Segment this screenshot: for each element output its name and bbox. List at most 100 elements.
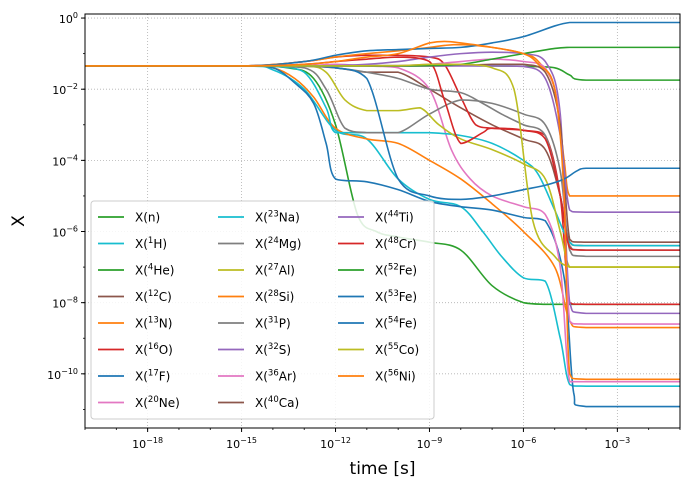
legend-label-superscript: 56 [388,369,399,379]
tick-base: 10 [604,438,618,451]
legend-label-superscript: 12 [148,289,159,299]
series-line-6 [85,65,680,408]
legend-entry: X(28Si) [255,289,294,304]
y-tick-label: 10−4 [52,153,78,168]
tick-base: 10 [132,438,146,451]
legend-label-superscript: 27 [268,263,279,273]
legend-entry: X(48Cr) [375,236,417,251]
legend-entry: X(13N) [135,316,172,331]
legend-label-prefix: X( [375,317,388,331]
legend-box [90,200,435,420]
legend-label-superscript: 4 [148,263,153,273]
legend-label-prefix: X( [255,317,268,331]
legend-label-superscript: 13 [148,316,159,326]
legend-label-suffix: S) [279,343,291,357]
legend-label-prefix: X( [135,290,148,304]
x-tick-label: 10−12 [320,436,351,451]
legend-label-suffix: Ti) [398,211,414,225]
tick-exponent: −9 [431,436,443,445]
legend-label-prefix: X( [255,343,268,357]
legend-entry: X(54Fe) [375,316,417,331]
tick-exponent: −18 [146,436,163,445]
legend-label-prefix: X( [135,237,148,251]
tick-exponent: −2 [66,82,78,91]
tick-base: 10 [320,438,334,451]
legend-label-prefix: X( [255,370,268,384]
y-tick-label: 100 [59,11,78,26]
tick-exponent: −6 [525,436,537,445]
legend-entry: X(27Al) [255,263,295,278]
legend-label-suffix: C) [159,290,172,304]
legend-label-superscript: 31 [268,316,279,326]
legend-label-suffix: Fe) [399,317,417,331]
legend-entry: X(40Ca) [255,395,299,410]
legend-label-superscript: 48 [388,236,399,246]
legend-entry: X(32S) [255,342,291,357]
legend-label-suffix: O) [159,343,173,357]
legend-label-prefix: X( [255,264,268,278]
legend-label-suffix: Ni) [399,370,416,384]
legend-label-prefix: X( [255,290,268,304]
legend-label-superscript: 32 [268,342,279,352]
tick-base: 10 [52,155,66,168]
legend-label-prefix: X( [375,237,388,251]
axis-ticks: 10−18 10−15 10−12 10−9 10−6 10−310010−210−410… [47,11,681,451]
legend-entry: X(55Co) [375,342,419,357]
tick-exponent: −8 [66,296,78,305]
legend-label-suffix: Ca) [279,396,299,410]
legend-label-suffix: Mg) [279,237,302,251]
legend-label-prefix: X( [135,343,148,357]
legend-label-superscript: 44 [388,210,399,220]
legend-label-prefix: X( [375,370,388,384]
legend-label-suffix: F) [159,370,171,384]
series-line-20 [85,21,680,67]
x-tick-label: 10−3 [604,436,630,451]
legend-entry: X(20Ne) [135,395,180,410]
x-tick-label: 10−15 [226,436,257,451]
legend-label-superscript: 23 [268,210,279,220]
legend-label-superscript: 20 [148,395,159,405]
y-tick-label: 10−8 [52,296,78,311]
legend-entry: X(31P) [255,316,291,331]
tick-exponent: −10 [61,367,78,376]
legend-label-suffix: Na) [279,211,300,225]
legend-label-superscript: 1 [148,236,153,246]
legend-label-suffix: Cr) [399,237,417,251]
legend-label-suffix: He) [153,264,174,278]
legend-entry: X(24Mg) [255,236,301,251]
tick-exponent: −4 [66,153,78,162]
legend-label-suffix: Ar) [279,370,297,384]
legend-entry: X(23Na) [255,210,300,225]
series-line-21 [85,63,680,268]
y-tick-label: 10−6 [52,225,78,240]
legend-label-prefix: X( [135,396,148,410]
legend-label-suffix: Al) [279,264,295,278]
tick-base: 10 [52,227,66,240]
legend-label-prefix: X(n) [135,211,160,225]
tick-exponent: −6 [66,225,78,234]
legend-label-superscript: 40 [268,395,279,405]
tick-base: 10 [511,438,525,451]
legend-label-superscript: 28 [268,289,279,299]
tick-base: 10 [417,438,431,451]
legend-label-suffix: Fe) [399,264,417,278]
legend-label-superscript: 16 [148,342,159,352]
tick-exponent: −3 [618,436,630,445]
tick-exponent: 0 [73,11,78,20]
legend-label-suffix: N) [159,317,173,331]
legend-entry: X(n) [135,211,160,225]
legend-entry: X(12C) [135,289,172,304]
tick-base: 10 [52,84,66,97]
legend-label-suffix: Fe) [399,290,417,304]
legend-label-prefix: X( [135,317,148,331]
legend-label-prefix: X( [375,264,388,278]
tick-exponent: −15 [240,436,257,445]
x-axis-title: time [s] [350,459,416,479]
tick-base: 10 [47,369,61,382]
legend-label-suffix: Co) [399,343,419,357]
legend-entry: X(53Fe) [375,289,417,304]
legend-label-superscript: 54 [388,316,399,326]
legend-entry: X(17F) [135,369,170,384]
legend-label-superscript: 36 [268,369,279,379]
